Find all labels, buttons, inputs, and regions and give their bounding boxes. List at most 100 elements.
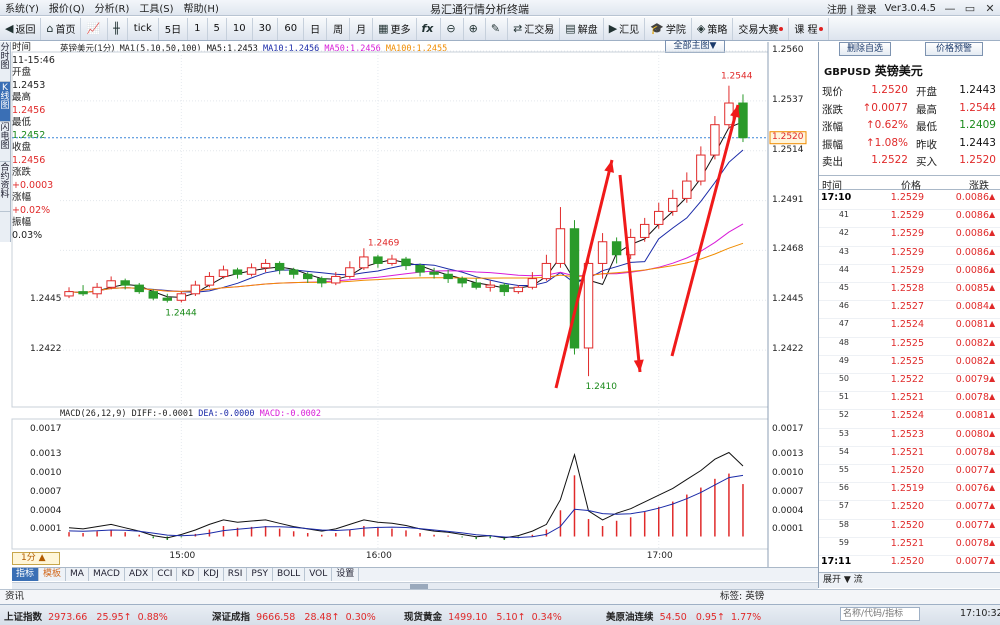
course-button[interactable]: 课 程: [789, 17, 829, 40]
tab-flash[interactable]: 闪电图: [0, 122, 10, 162]
timeshare-button[interactable]: 📈: [81, 17, 109, 40]
period-5min[interactable]: 5: [208, 17, 227, 40]
expand-toggle[interactable]: 展开 ▼ 流: [823, 575, 863, 585]
menu-quote[interactable]: 报价(Q): [48, 4, 85, 15]
search-input[interactable]: 名称/代码/指标: [840, 607, 920, 621]
delete-watchlist-button[interactable]: 删除自选: [839, 42, 891, 56]
zoom-out-icon: ⊖: [446, 22, 456, 35]
tab-kline[interactable]: K线图: [0, 82, 10, 122]
tick-change: 0.0080: [955, 428, 989, 440]
tick-price: 1.2525: [890, 355, 924, 367]
market-index[interactable]: 现货黄金 1499.10 5.10↑ 0.34%: [404, 609, 562, 623]
academy-button[interactable]: 🎓 学院: [645, 17, 692, 40]
period-60min[interactable]: 60: [278, 17, 305, 40]
menu-bar: 系统(Y) 报价(Q) 分析(R) 工具(S) 帮助(H) 易汇通行情分析终端 …: [0, 0, 1000, 16]
tick-row: 43 1.2529 0.0086 ▲: [819, 247, 1000, 265]
tick-row: 58 1.2520 0.0077 ▲: [819, 520, 1000, 538]
tick-change: 0.0077: [955, 556, 989, 567]
menu-tools[interactable]: 工具(S): [139, 4, 174, 15]
login-link[interactable]: 注册 | 登录: [826, 4, 877, 16]
tick-price: 1.2521: [890, 446, 924, 458]
period-selector[interactable]: 1分 ▲: [12, 552, 60, 565]
tick-button[interactable]: tick: [128, 17, 159, 40]
index-change: 5.10↑: [496, 612, 526, 623]
quote-value: 1.2520: [871, 84, 908, 96]
tick-price: 1.2525: [890, 337, 924, 349]
tick-row: 50 1.2522 0.0079 ▲: [819, 374, 1000, 393]
candle-body: [457, 278, 467, 284]
menu-system[interactable]: 系统(Y): [5, 4, 39, 15]
trade-button[interactable]: ⇄ 汇交易: [508, 17, 561, 40]
news-label[interactable]: 资讯: [5, 591, 25, 602]
period-1min[interactable]: 1: [188, 17, 208, 40]
up-arrow-icon: ▲: [989, 374, 996, 383]
more-button[interactable]: ▦ 更多: [373, 17, 417, 40]
tick-change: 0.0077: [955, 519, 989, 531]
back-button[interactable]: ◀ 返回: [0, 17, 42, 40]
candle-body: [274, 262, 285, 271]
period-5day[interactable]: 5日: [159, 17, 189, 40]
tick-row: 52 1.2524 0.0081 ▲: [819, 410, 1000, 429]
indicator-tab[interactable]: BOLL: [273, 568, 306, 581]
tab-contract[interactable]: 合约资料: [0, 162, 10, 212]
strategy-button[interactable]: ◈ 策略: [692, 17, 734, 40]
kline-button[interactable]: ╫: [108, 17, 128, 40]
indicator-tab[interactable]: VOL: [305, 568, 333, 581]
period-10min[interactable]: 10: [227, 17, 253, 40]
indicator-tab[interactable]: ADX: [125, 568, 154, 581]
candle-body: [92, 286, 102, 295]
analysis-label: 解盘: [577, 25, 598, 36]
tick-change: 0.0086: [955, 210, 989, 222]
up-arrow-icon: ▲: [989, 392, 996, 402]
index-pct: 0.88%: [137, 612, 168, 623]
view-button[interactable]: ▶ 汇见: [604, 17, 646, 40]
menu-analysis[interactable]: 分析(R): [94, 4, 130, 15]
quote-value: 1.2443: [959, 84, 996, 96]
period-day[interactable]: 日: [304, 17, 328, 40]
scroll-thumb[interactable]: [410, 584, 428, 589]
quote-label: 振幅: [822, 138, 843, 151]
price-alert-button[interactable]: 价格预警: [925, 42, 983, 56]
formula-button[interactable]: fx: [417, 17, 442, 40]
period-week[interactable]: 周: [327, 17, 351, 40]
indicator-tab[interactable]: RSI: [224, 568, 248, 581]
market-index[interactable]: 美原油连续 54.50 0.95↑ 1.77%: [606, 609, 761, 623]
home-button[interactable]: ⌂ 首页: [41, 17, 82, 40]
tick-row: 51 1.2521 0.0078 ▲: [819, 392, 1000, 411]
market-index[interactable]: 上证指数 2973.66 25.95↑ 0.88%: [4, 609, 168, 623]
zoom-out-button[interactable]: ⊖: [441, 17, 464, 40]
line-chart-icon: 📈: [86, 22, 101, 35]
indicator-tab[interactable]: 设置: [332, 568, 360, 581]
quote-label: 买入: [916, 156, 937, 168]
indicator-tab[interactable]: MA: [66, 568, 89, 581]
chart-scrollbar[interactable]: [12, 582, 818, 589]
restore-icon[interactable]: ▭: [964, 1, 976, 15]
indicator-tab[interactable]: 模板: [39, 568, 67, 581]
tick-change: 0.0082: [955, 337, 989, 349]
home-label: 首页: [55, 25, 76, 36]
candle-body: [373, 256, 383, 264]
arrow-down: [618, 174, 642, 373]
zoom-in-button[interactable]: ⊕: [464, 17, 486, 40]
market-index[interactable]: 深证成指 9666.58 28.48↑ 0.30%: [212, 609, 376, 623]
up-arrow-icon: ▲: [989, 537, 996, 547]
candle-body: [106, 280, 116, 288]
indicator-tab[interactable]: CCI: [153, 568, 178, 581]
minimize-icon[interactable]: —: [944, 1, 956, 15]
contest-button[interactable]: 交易大赛: [733, 17, 790, 40]
indicator-tab[interactable]: 指标: [12, 568, 40, 581]
indicator-tab[interactable]: KD: [177, 568, 200, 581]
menu-help[interactable]: 帮助(H): [183, 4, 219, 15]
indicator-tab[interactable]: PSY: [247, 568, 274, 581]
arrow-down-head: [633, 359, 644, 372]
tab-timeshare[interactable]: 分时图: [0, 42, 10, 82]
draw-button[interactable]: ✎: [486, 17, 509, 40]
period-30min[interactable]: 30: [253, 17, 279, 40]
close-icon[interactable]: ✕: [985, 1, 995, 15]
indicator-tab[interactable]: MACD: [89, 568, 125, 581]
indicator-tab[interactable]: KDJ: [199, 568, 224, 581]
open-value: 1.2453: [12, 79, 46, 91]
analysis-button[interactable]: ▤ 解盘: [560, 17, 604, 40]
period-month[interactable]: 月: [350, 17, 374, 40]
